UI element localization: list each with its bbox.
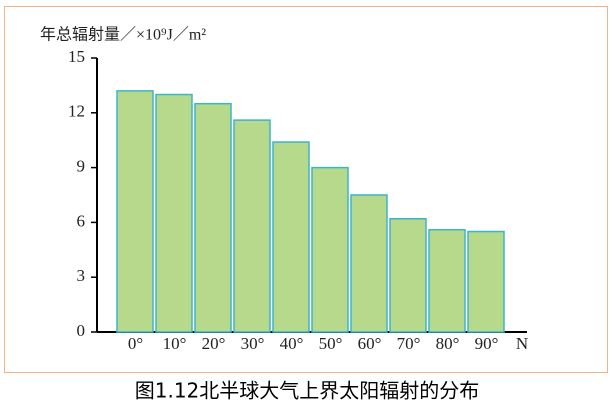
- bar: [467, 230, 505, 333]
- x-tick-label: 60°: [358, 334, 382, 353]
- y-tick-label: 6: [77, 211, 86, 230]
- bar: [272, 141, 310, 333]
- bar: [311, 166, 349, 333]
- x-tick-label: 10°: [163, 334, 187, 353]
- y-tick-label: 9: [77, 157, 86, 176]
- y-tick-label: 15: [68, 47, 85, 66]
- frame: [4, 6, 608, 373]
- x-tick-label: 20°: [202, 334, 226, 353]
- x-tick-label: 40°: [280, 334, 304, 353]
- x-tick-label: 80°: [436, 334, 460, 353]
- y-axis-label: 年总辐射量／×10⁹J／m²: [40, 26, 206, 44]
- x-tick-label: 50°: [319, 334, 343, 353]
- bar: [194, 102, 232, 333]
- y-tick-label: 12: [68, 102, 85, 121]
- bar: [233, 119, 271, 333]
- bar: [389, 217, 427, 333]
- y-tick-label: 0: [77, 321, 86, 340]
- y-tick-label: 3: [77, 266, 86, 285]
- x-axis-label: N: [516, 334, 528, 353]
- bar: [155, 93, 193, 333]
- x-tick-label: 70°: [397, 334, 421, 353]
- chart-title: 图1.12北半球大气上界太阳辐射的分布: [135, 379, 480, 403]
- x-tick-label: 30°: [241, 334, 265, 353]
- bar: [350, 194, 388, 333]
- x-tick-label: 90°: [475, 334, 499, 353]
- x-tick-label: 0°: [128, 334, 143, 353]
- bar: [116, 90, 154, 333]
- bar: [428, 228, 466, 333]
